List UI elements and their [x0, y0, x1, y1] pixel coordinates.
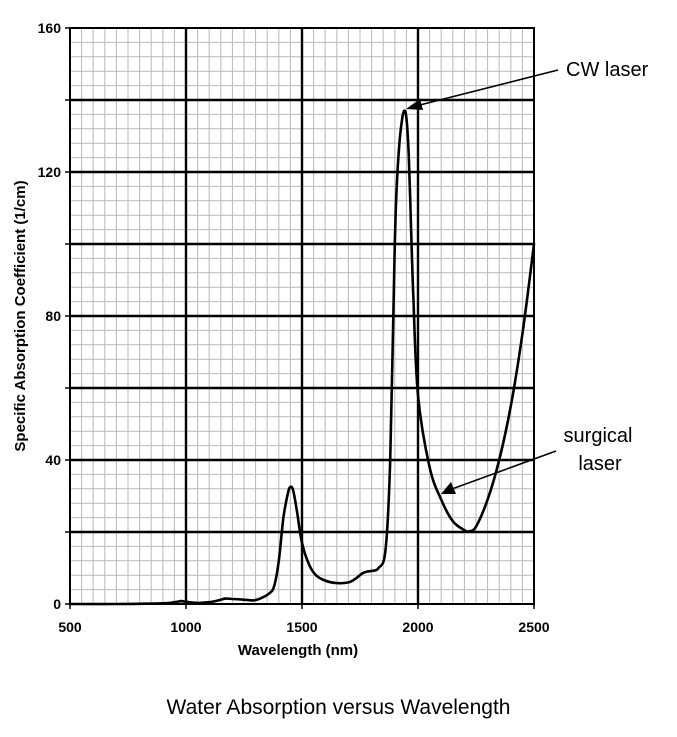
annotation-surgical-laser-arrowhead [441, 482, 456, 494]
x-axis-title: Wavelength (nm) [238, 642, 358, 659]
y-tick-label: 0 [53, 596, 61, 612]
annotation-cw-laser-arrow [415, 69, 559, 107]
annotation-cw-laser: CW laser [566, 59, 649, 81]
y-tick-label: 160 [38, 20, 62, 36]
series-line [68, 109, 536, 606]
x-tick-label: 2000 [402, 619, 433, 635]
x-tick-label: 1000 [170, 619, 201, 635]
y-tick-label: 40 [45, 452, 61, 468]
y-axis-title: Specific Absorption Coefficient (1/cm) [12, 180, 29, 451]
y-tick-label: 80 [45, 308, 61, 324]
x-ticks: 500 1000 1500 2000 2500 [58, 604, 550, 635]
x-tick-label: 500 [58, 619, 82, 635]
x-tick-label: 2500 [518, 619, 549, 635]
y-tick-label: 120 [38, 164, 62, 180]
figure-caption: Water Absorption versus Wavelength [166, 696, 511, 719]
annotation-surgical-laser-arrow [451, 450, 557, 490]
annotation-cw-laser-arrowhead [406, 99, 423, 110]
annotation-surgical-laser-line1: surgical [564, 425, 633, 447]
x-tick-label: 1500 [286, 619, 317, 635]
annotation-surgical-laser-line2: laser [578, 453, 622, 475]
y-ticks: 0 40 80 120 160 [38, 20, 70, 612]
major-grid [70, 28, 534, 604]
